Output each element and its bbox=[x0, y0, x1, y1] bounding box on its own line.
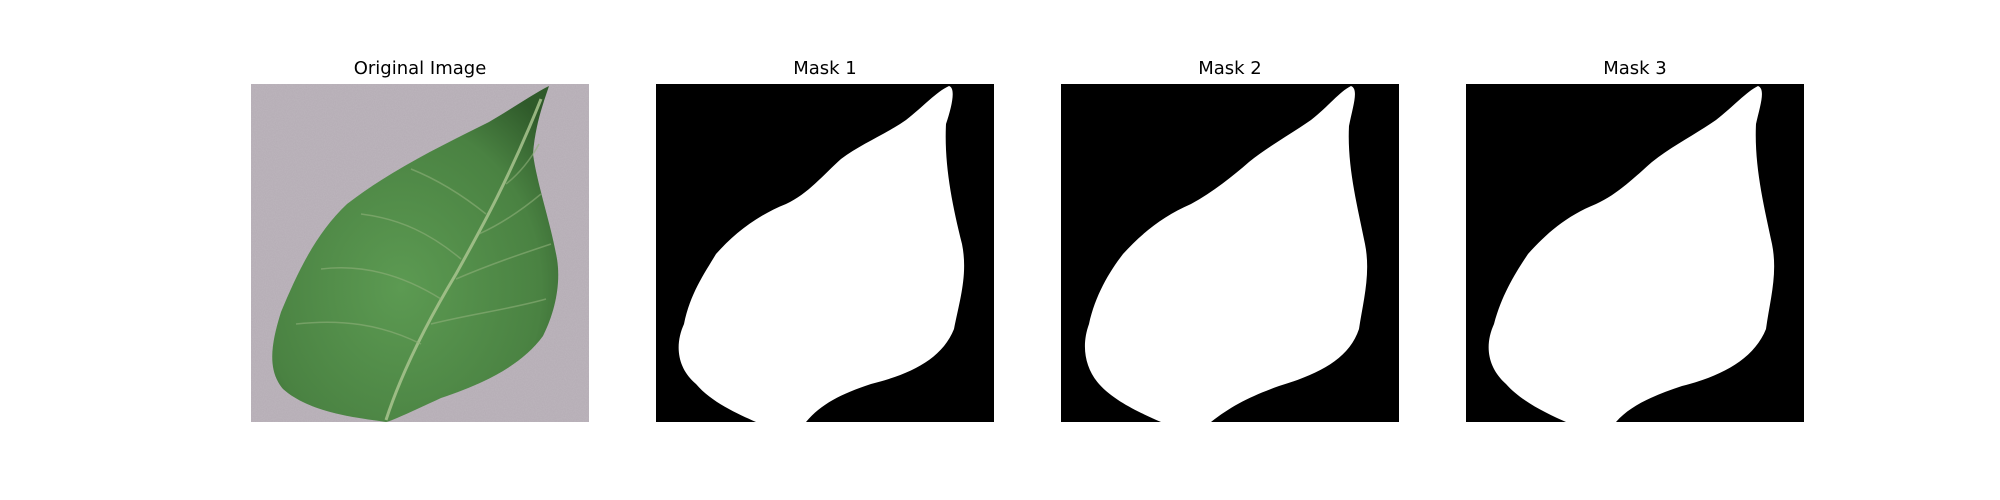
mask-1-image bbox=[656, 84, 994, 422]
mask-3-panel bbox=[1466, 84, 1804, 422]
mask-2-shape bbox=[1084, 86, 1368, 422]
mask-1-title: Mask 1 bbox=[793, 58, 857, 79]
mask-1-panel bbox=[656, 84, 994, 422]
leaf-shape bbox=[272, 86, 559, 422]
mask-3-shape bbox=[1488, 86, 1775, 422]
leaf-veins bbox=[295, 143, 552, 345]
mask-3-title: Mask 3 bbox=[1603, 58, 1667, 79]
mask-2-panel bbox=[1061, 84, 1399, 422]
mask-2-title: Mask 2 bbox=[1198, 58, 1262, 79]
mask-3-image bbox=[1466, 84, 1804, 422]
original-image-panel bbox=[251, 84, 589, 422]
leaf-midrib bbox=[384, 98, 543, 421]
leaf-photo bbox=[251, 84, 589, 422]
mask-1-shape bbox=[678, 86, 965, 422]
mask-2-image bbox=[1061, 84, 1399, 422]
original-image-title: Original Image bbox=[353, 58, 487, 79]
